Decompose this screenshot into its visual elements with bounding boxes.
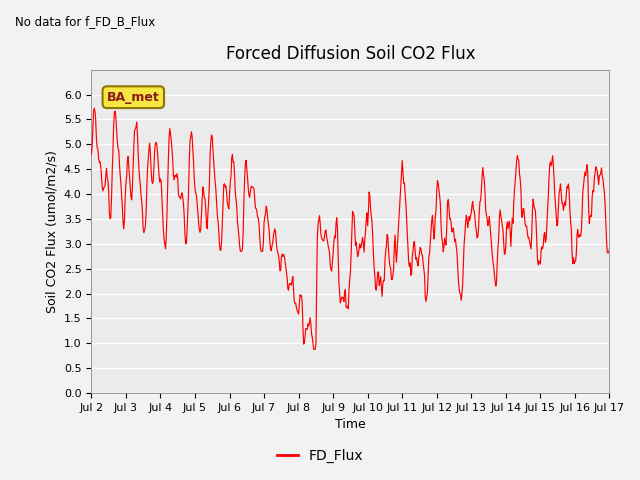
Y-axis label: Soil CO2 Flux (umol/m2/s): Soil CO2 Flux (umol/m2/s) <box>45 150 58 313</box>
X-axis label: Time: Time <box>335 419 366 432</box>
Text: No data for f_FD_B_Flux: No data for f_FD_B_Flux <box>15 15 156 28</box>
Title: Forced Diffusion Soil CO2 Flux: Forced Diffusion Soil CO2 Flux <box>226 45 476 62</box>
Text: BA_met: BA_met <box>107 91 160 104</box>
Legend: FD_Flux: FD_Flux <box>271 443 369 468</box>
